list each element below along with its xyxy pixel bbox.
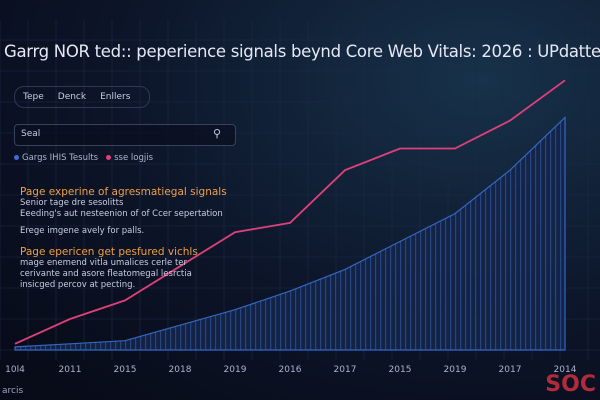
section-line: Eeeding's aut nesteenion of of Ccer sepe… <box>20 209 223 219</box>
x-tick-label: 2019 <box>444 365 467 375</box>
search-icon[interactable]: ⚲ <box>212 127 221 140</box>
page-title: Garrg NOR ted:: peperience signals beynd… <box>4 42 600 61</box>
tab[interactable]: Denck <box>57 92 87 102</box>
legend-label: Gargs IHIS Tesults <box>22 153 99 163</box>
legend-swatch <box>14 155 19 160</box>
x-tick-label: 2017 <box>499 365 522 375</box>
search-box[interactable]: Seal ⚲ <box>14 124 236 146</box>
legend-label: sse logjis <box>114 153 153 163</box>
tab[interactable]: Enllers <box>100 92 131 102</box>
x-tick-label: 2019 <box>224 365 247 375</box>
area <box>14 116 566 351</box>
section-line: Senior tage dre sesolitts <box>20 198 124 208</box>
search-placeholder: Seal <box>21 129 41 139</box>
legend-item: Gargs IHIS Tesults <box>14 153 98 163</box>
legend: Gargs IHIS Tesults sse logjis <box>14 153 153 163</box>
legend-item: sse logjis <box>106 153 153 163</box>
x-tick-label: 2017 <box>334 365 357 375</box>
tab-bar: Tepe Denck Enllers <box>14 86 150 108</box>
tab[interactable]: Tepe <box>23 92 44 102</box>
line <box>14 79 566 345</box>
x-tick-label: 2016 <box>279 365 302 375</box>
watermark: SOC <box>545 372 596 397</box>
x-tick-label: 2014 <box>554 365 577 375</box>
section: Page experine of agresmatiegal signals S… <box>20 186 227 237</box>
legend-swatch <box>106 155 112 160</box>
section-line: insicged percov at pecting. <box>20 280 136 290</box>
section: Page epericen get pesfured vichls mage e… <box>20 246 198 291</box>
section-line: Erege imgene avely for palls. <box>20 226 145 236</box>
section-heading: Page experine of agresmatiegal signals <box>20 186 227 198</box>
x-tick-label: 2015 <box>114 365 137 375</box>
x-tick-label: 10l4 <box>5 365 25 375</box>
section-heading: Page epericen get pesfured vichls <box>20 246 198 258</box>
x-tick-label: 2018 <box>169 365 192 375</box>
section-line: mage enemend vitla umalices cerle ter <box>20 258 188 268</box>
section-line: cerivante and asore fleatomegal lesrctia <box>20 269 192 279</box>
x-tick-label: 2011 <box>59 365 82 375</box>
x-tick-label: 2015 <box>389 365 412 375</box>
footer-label: arcis <box>2 386 24 396</box>
